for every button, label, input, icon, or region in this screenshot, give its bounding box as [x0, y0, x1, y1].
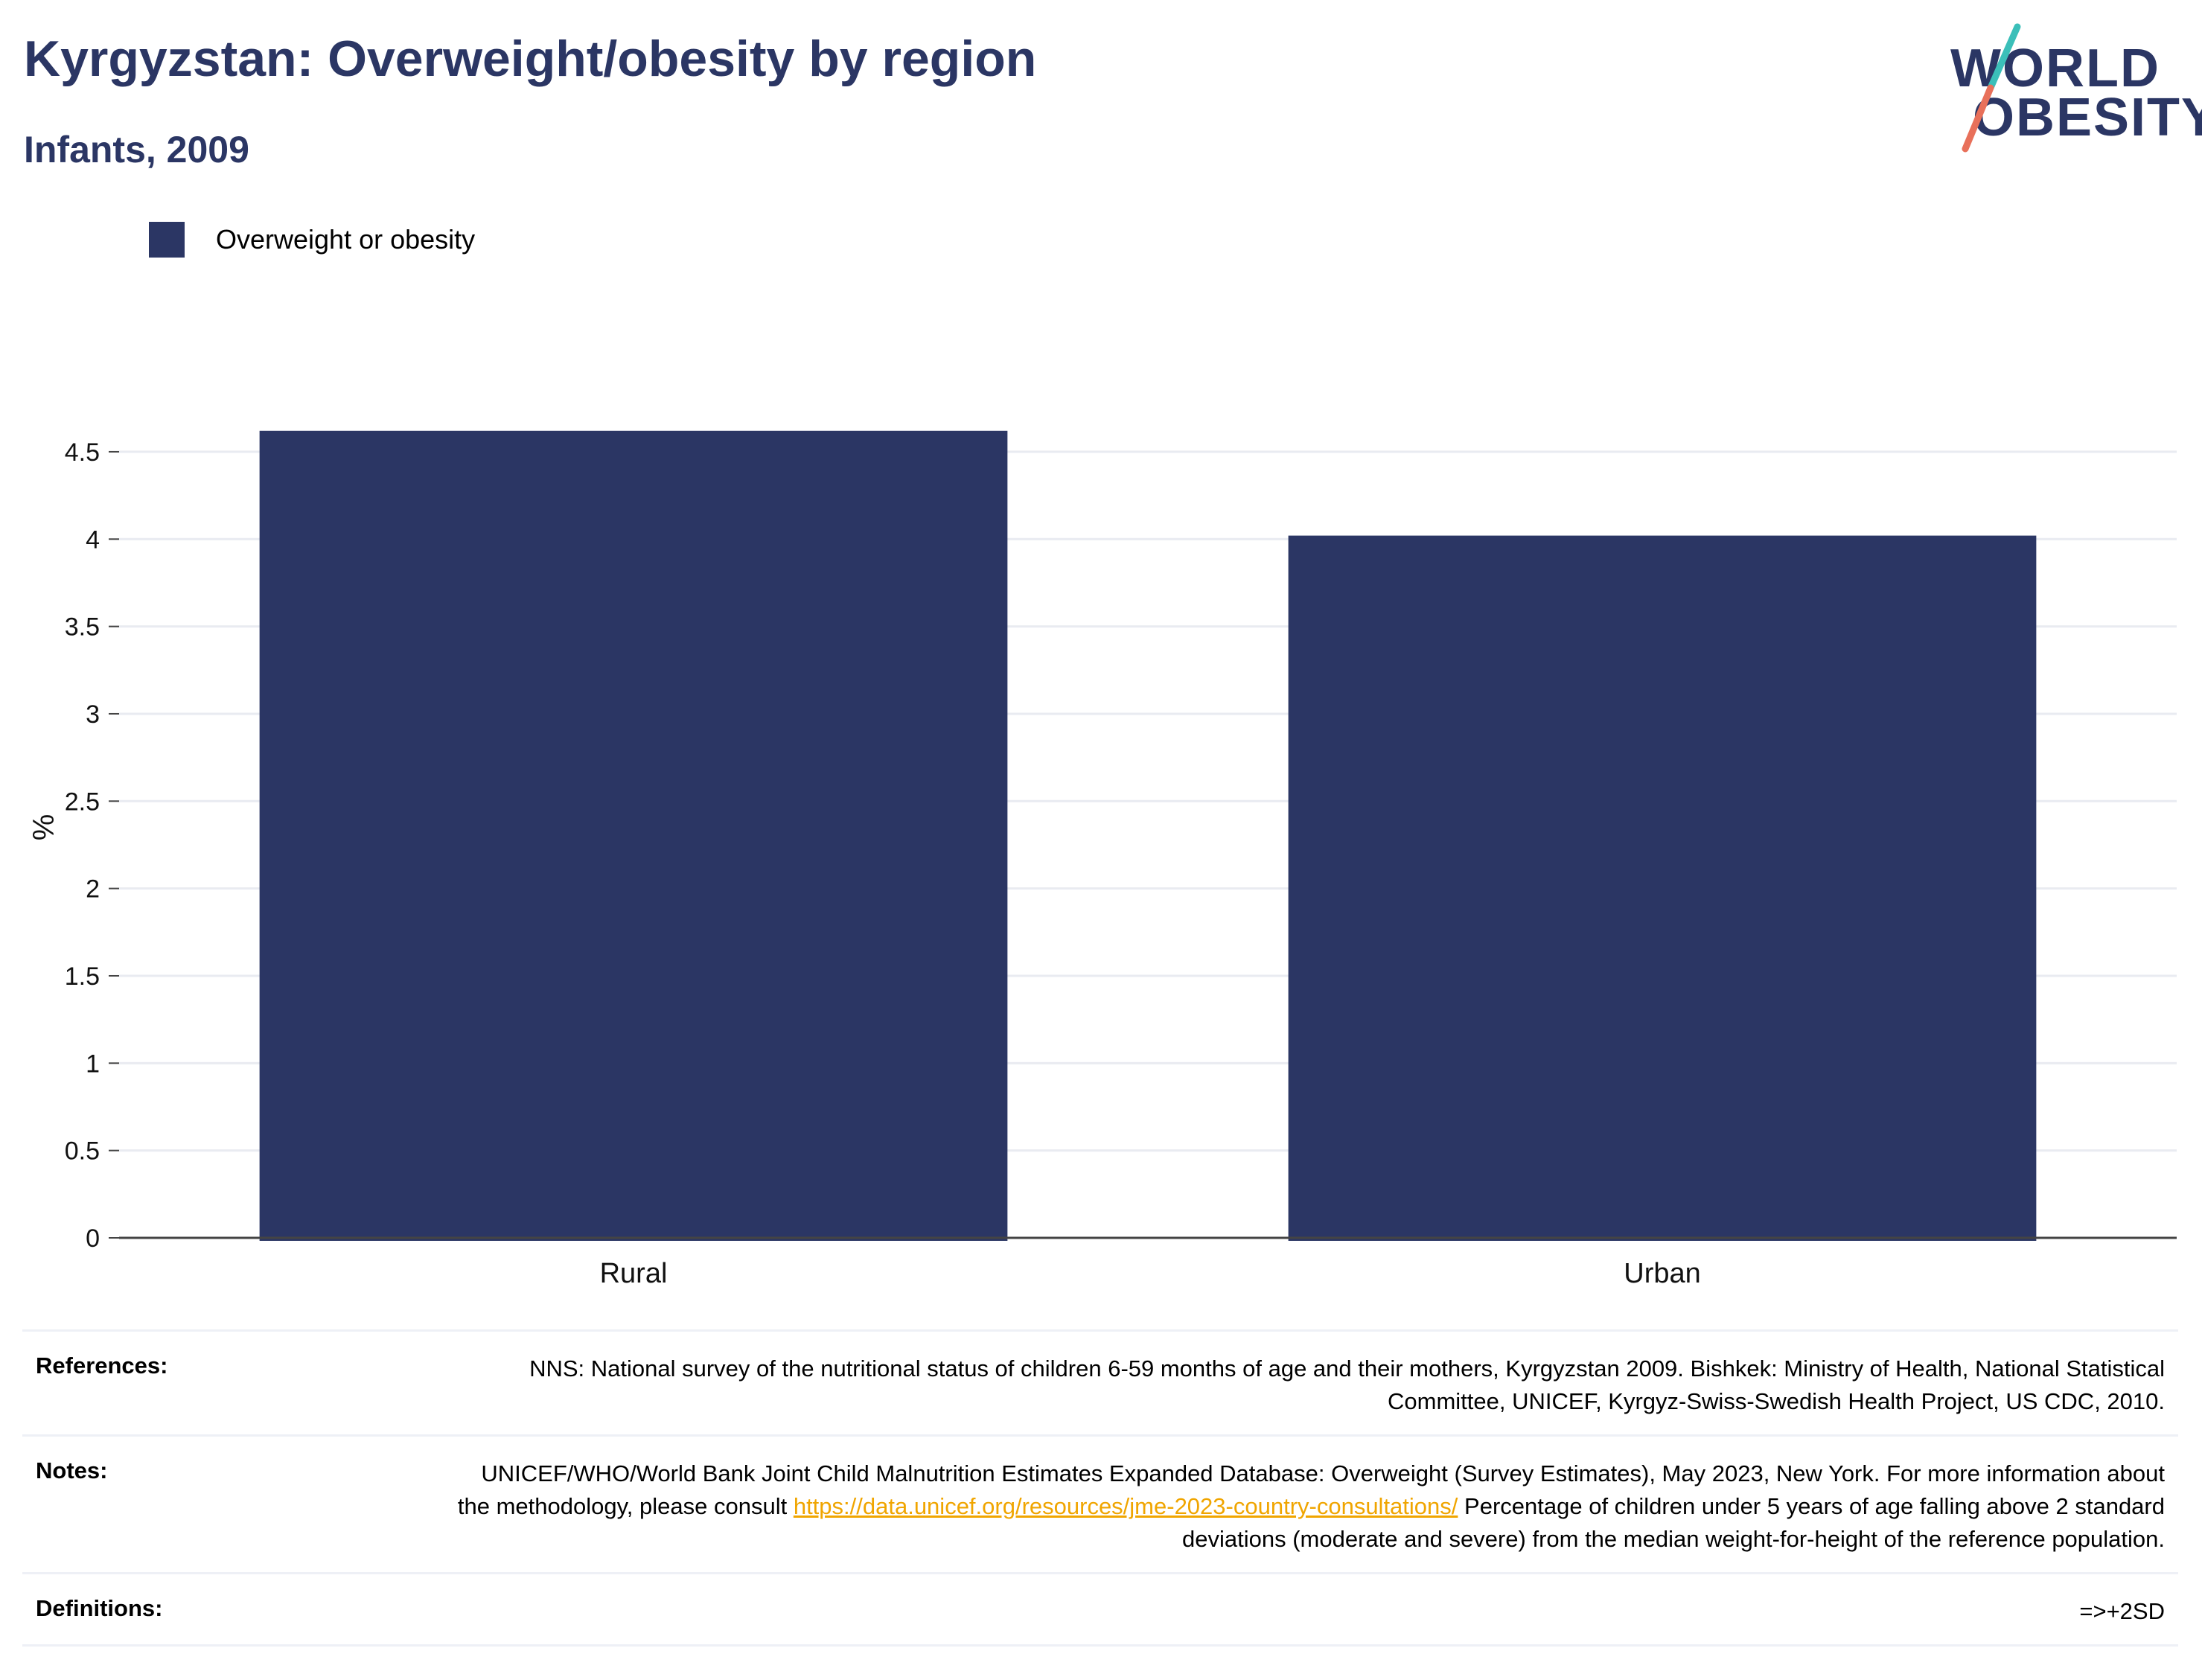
notes-text: UNICEF/WHO/World Bank Joint Child Malnut… — [453, 1457, 2165, 1556]
world-obesity-logo: WORLD OBESITY — [1935, 21, 2202, 155]
y-tick-label: 3.5 — [65, 613, 100, 642]
notes-row: Notes: UNICEF/WHO/World Bank Joint Child… — [22, 1434, 2178, 1572]
chart-title: Kyrgyzstan: Overweight/obesity by region — [24, 31, 1037, 87]
logo-slash-icon — [1962, 23, 2021, 153]
y-tick-label: 0 — [86, 1224, 100, 1253]
y-tick-label: 1 — [86, 1050, 100, 1078]
y-axis-ticks: 0 0.5 1 1.5 2 2.5 3 3.5 4 4.5 — [65, 438, 119, 1253]
definitions-row: Definitions: =>+2SD — [22, 1572, 2178, 1647]
logo-text-obesity: OBESITY — [1973, 88, 2202, 147]
bars — [259, 430, 2037, 1242]
y-tick-label: 3 — [86, 700, 100, 729]
bar-rural — [259, 430, 1008, 1242]
y-tick-label: 1.5 — [65, 962, 100, 991]
definitions-label: Definitions: — [36, 1595, 163, 1621]
references-row: References: NNS: National survey of the … — [22, 1329, 2178, 1434]
y-tick-label: 4.5 — [65, 438, 100, 467]
methodology-link[interactable]: https://data.unicef.org/resources/jme-20… — [793, 1493, 1458, 1519]
chart-subtitle: Infants, 2009 — [24, 129, 249, 170]
y-tick-label: 0.5 — [65, 1137, 100, 1166]
y-tick-label: 2.5 — [65, 788, 100, 816]
legend: Overweight or obesity — [149, 222, 475, 258]
notes-label: Notes: — [36, 1457, 108, 1483]
x-tick-label: Urban — [1624, 1258, 1701, 1289]
notes-text-part2: Percentage of children under 5 years of … — [1182, 1493, 2165, 1552]
notes-text-part1: UNICEF/WHO/World Bank Joint Child Malnut… — [457, 1460, 2165, 1519]
y-tick-label: 4 — [86, 526, 100, 554]
x-tick-label: Rural — [600, 1258, 668, 1289]
logo-text-world: WORLD — [1950, 39, 2160, 98]
legend-swatch — [149, 222, 185, 258]
x-axis-labels: Rural Urban — [600, 1258, 1701, 1289]
references-label: References: — [36, 1352, 168, 1379]
y-axis-title: % — [28, 814, 60, 841]
y-tick-label: 2 — [86, 875, 100, 904]
legend-label: Overweight or obesity — [216, 224, 476, 255]
bar-chart: 0 0.5 1 1.5 2 2.5 3 3.5 4 4.5 Rural Urban % — [28, 430, 2177, 1289]
references-text: NNS: National survey of the nutritional … — [529, 1355, 2165, 1414]
notes-table: References: NNS: National survey of the … — [22, 1329, 2178, 1647]
definitions-text: =>+2SD — [2079, 1598, 2165, 1624]
bar-urban — [1288, 535, 2037, 1241]
